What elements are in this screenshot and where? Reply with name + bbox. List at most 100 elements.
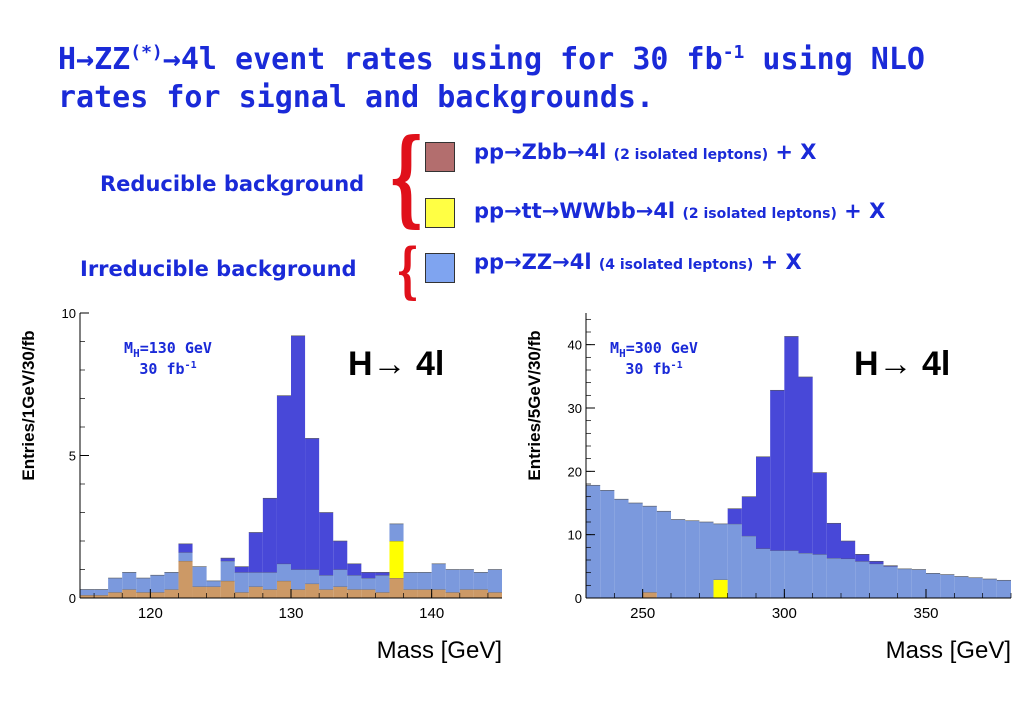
legend-item-tt: pp→tt→WWbb→4l (2 isolated leptons) + X [474,199,885,223]
bar-zz [234,572,249,593]
lumi-annotation: 30 fb-1 [625,360,682,378]
mass-annotation: MH=130 GeV [124,339,212,360]
bar-zz [80,589,95,596]
mass-annotation: MH=300 GeV [610,339,698,360]
bar-signal [305,438,320,570]
bar-signal [248,532,263,573]
y-tick-label: 10 [62,306,76,321]
bar-signal [276,395,291,564]
bar-zz [968,577,983,598]
bar-signal [727,508,742,524]
bar-zbb [164,589,179,598]
bar-zbb [305,583,320,598]
lumi-annotation: 30 fb-1 [139,360,196,378]
bar-zbb [291,589,306,598]
legend-zz-tail: + X [753,250,802,274]
bar-zz [459,569,474,590]
bar-signal [855,554,870,562]
bar-zz [431,563,446,590]
bar-zz [911,569,926,598]
bar-signal [869,561,884,564]
legend-zbb-main: pp→Zbb→4l [474,140,607,164]
bar-zz [614,499,629,598]
bar-signal [347,563,362,576]
y-tick-label: 10 [568,528,582,543]
bar-zz [784,550,799,598]
mass-subscript: H [619,347,626,360]
bar-zz [897,568,912,598]
y-tick-label: 5 [69,449,76,464]
x-tick-label: 120 [138,605,163,622]
bar-zz [122,572,137,590]
bar-zbb [459,589,474,598]
bar-zbb [347,589,362,598]
y-tick-label: 20 [568,464,582,479]
legend-swatch-tt [425,198,455,228]
bar-zz [586,485,601,598]
bar-signal [234,566,249,573]
bar-zbb [333,586,348,598]
x-tick-label: 300 [772,605,797,622]
bar-zz [713,523,728,580]
bar-signal [826,523,841,559]
bar-zbb [262,589,277,598]
bar-zbb [642,592,657,598]
bar-zz [389,523,404,541]
bar-zbb [206,586,221,598]
bar-zz [841,558,856,598]
bar-zbb [94,595,109,598]
bar-signal [741,496,756,536]
bar-signal [361,572,376,579]
legend-swatch-zbb [425,142,455,172]
reducible-background-label: Reducible background [100,172,365,196]
bar-zbb [276,580,291,598]
bar-zz [150,575,165,593]
bar-zz [319,575,334,590]
bar-signal [319,512,334,576]
irreducible-background-label: Irreducible background [80,257,357,281]
bar-zbb [192,586,207,598]
bar-zz [262,572,277,590]
bar-zz [487,569,502,593]
bar-zbb [445,592,460,598]
bar-zz [361,578,376,590]
bar-zbb [178,560,193,598]
bar-zz [685,520,700,598]
bar-zz [94,589,109,596]
bar-signal [784,336,799,551]
bar-signal [841,541,856,559]
title-part3: using NLO [744,42,925,77]
bar-zz [798,553,813,598]
legend-zbb-tail: + X [768,140,817,164]
bar-zbb [487,592,502,598]
process-label: H→ 4l [854,345,950,383]
bar-zbb [136,592,151,598]
bar-zz [756,548,771,598]
bar-signal [333,541,348,570]
bar-zz [770,550,785,598]
series-signal [727,336,898,567]
bar-zz [656,511,671,598]
bar-zz [671,519,686,598]
legend-zbb-note: (2 isolated leptons) [613,147,769,163]
mass-symbol: M [124,339,133,357]
mass-value: =300 GeV [626,339,698,357]
bar-signal [291,335,306,570]
bar-zz [108,578,123,593]
bar-tt [389,541,404,579]
process-label: H→ 4l [348,345,444,383]
bar-zz [727,523,742,598]
bar-signal [770,390,785,551]
bar-zbb [150,592,165,598]
bar-zbb [80,595,95,598]
bar-zbb [220,580,235,598]
bar-zz [248,572,263,587]
bar-zz [926,573,941,598]
bar-signal [798,376,813,554]
lumi-value: 30 fb [139,360,184,378]
mass-symbol: M [610,339,619,357]
bar-zz [826,558,841,598]
irreducible-brace: { [396,236,420,306]
x-tick-label: 140 [419,605,444,622]
lumi-superscript: -1 [185,360,197,371]
